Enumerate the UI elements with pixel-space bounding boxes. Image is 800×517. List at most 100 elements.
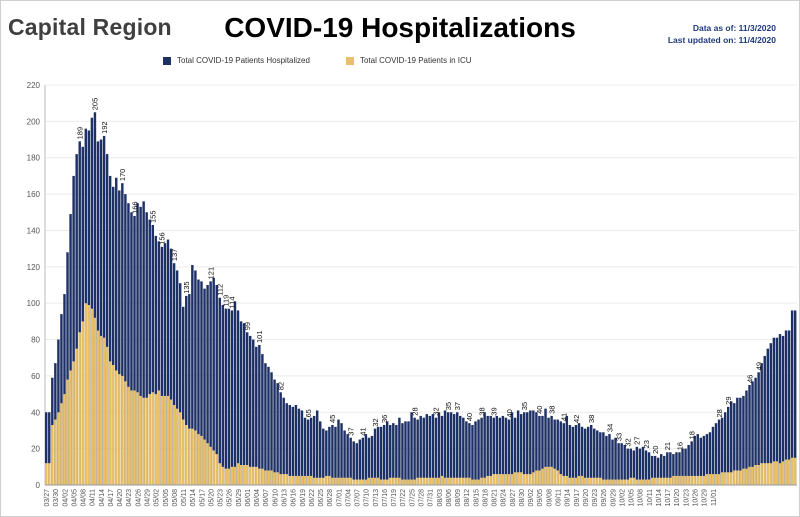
bar-icu: [115, 370, 118, 485]
bar-hospitalized: [276, 383, 279, 485]
y-tick-label: 120: [27, 263, 41, 272]
bar-icu: [273, 472, 276, 485]
bar-hospitalized: [571, 426, 575, 485]
bar-hospitalized: [589, 425, 593, 485]
bar-icu: [541, 468, 544, 485]
bar-icu: [111, 365, 115, 485]
bar-icu: [745, 468, 748, 485]
legend-item-icu[interactable]: Total COVID-19 Patients in ICU: [345, 56, 472, 65]
x-tick-label: 07/25: [409, 489, 416, 507]
bar-hospitalized: [675, 452, 678, 485]
bar-hospitalized: [206, 285, 209, 485]
bar-icu: [705, 474, 709, 485]
data-label: 35: [444, 402, 453, 410]
bar-icu: [498, 474, 502, 485]
bar-hospitalized: [419, 415, 422, 485]
data-label: 82: [276, 382, 285, 390]
data-label: 156: [158, 232, 167, 245]
bar-hospitalized: [60, 314, 63, 485]
data-label: 40: [505, 409, 514, 417]
bar-hospitalized: [48, 412, 51, 485]
bar-hospitalized: [337, 419, 340, 485]
bar-icu: [178, 412, 182, 485]
x-tick-label: 10/23: [683, 489, 690, 507]
bar-hospitalized: [145, 212, 148, 486]
bar-hospitalized: [599, 432, 602, 485]
bar-icu: [580, 475, 584, 485]
bar-icu: [565, 475, 569, 485]
bar-icu: [81, 321, 84, 485]
bar-icu: [559, 474, 562, 485]
bar-hospitalized: [568, 425, 572, 485]
bar-icu: [431, 477, 435, 485]
bar-icu: [124, 381, 127, 485]
bar-icu: [221, 466, 225, 485]
bar-hospitalized: [784, 330, 788, 485]
bar-icu: [623, 479, 626, 485]
y-tick-label: 100: [27, 299, 41, 308]
data-label: 101: [255, 330, 264, 343]
bar-icu: [334, 477, 337, 485]
x-tick-label: 04/29: [144, 489, 151, 507]
bar-icu: [306, 475, 310, 485]
bar-icu: [66, 379, 69, 485]
bar-icu: [379, 479, 383, 485]
bar-hospitalized: [690, 441, 693, 485]
data-label: 37: [346, 427, 355, 435]
x-tick-label: 11/01: [711, 489, 718, 506]
x-tick-label: 04/20: [117, 489, 124, 507]
bar-icu: [236, 463, 240, 485]
legend-item-hospitalized[interactable]: Total COVID-19 Patients Hospitalized: [163, 56, 310, 65]
x-tick-label: 04/05: [71, 489, 78, 507]
bar-icu: [233, 466, 237, 485]
x-tick-label: 06/07: [263, 489, 270, 507]
bar-icu: [635, 479, 639, 485]
x-tick-label: 04/02: [62, 489, 69, 507]
x-tick-label: 05/26: [227, 489, 234, 507]
bar-icu: [739, 470, 742, 485]
bar-icu: [75, 348, 78, 485]
bar-hospitalized: [370, 435, 374, 485]
x-tick-label: 04/14: [99, 489, 106, 507]
bar-icu: [449, 477, 453, 485]
bar-hospitalized: [617, 443, 620, 485]
bar-hospitalized: [349, 437, 352, 485]
bar-icu: [172, 405, 176, 485]
x-tick-label: 09/29: [610, 489, 617, 507]
x-tick-label: 07/28: [419, 489, 426, 507]
x-tick-label: 09/17: [574, 489, 581, 507]
bar-hospitalized: [745, 390, 748, 485]
bar-icu: [766, 463, 769, 485]
bar-icu: [456, 477, 459, 485]
bar-hospitalized: [90, 117, 94, 486]
bar-icu: [297, 475, 301, 485]
bar-icu: [778, 463, 782, 485]
bar-icu: [224, 468, 228, 485]
data-label: 65: [304, 409, 313, 417]
data-label: 45: [328, 415, 337, 423]
bar-icu: [230, 466, 234, 485]
x-tick-label: 10/17: [665, 489, 672, 507]
bar-icu: [462, 477, 465, 485]
bar-icu: [617, 479, 620, 485]
bar-hospitalized: [626, 448, 629, 485]
bar-hospitalized: [148, 219, 151, 485]
bar-icu: [108, 361, 112, 485]
bar-icu: [69, 370, 72, 485]
data-label: 41: [560, 413, 569, 421]
bar-icu: [443, 477, 447, 485]
bar-hospitalized: [778, 334, 782, 485]
bar-hospitalized: [197, 279, 200, 485]
bar-hospitalized: [230, 310, 234, 485]
data-label: 27: [633, 436, 642, 444]
bar-icu: [446, 477, 450, 485]
bar-icu: [544, 466, 547, 485]
bar-hospitalized: [93, 112, 97, 485]
bar-icu: [504, 474, 508, 485]
bar-hospitalized: [593, 428, 596, 485]
bar-icu: [206, 443, 209, 485]
bar-icu: [608, 479, 611, 485]
data-label: 32: [624, 438, 633, 446]
bar-hospitalized: [96, 141, 100, 485]
bar-icu: [279, 474, 282, 485]
